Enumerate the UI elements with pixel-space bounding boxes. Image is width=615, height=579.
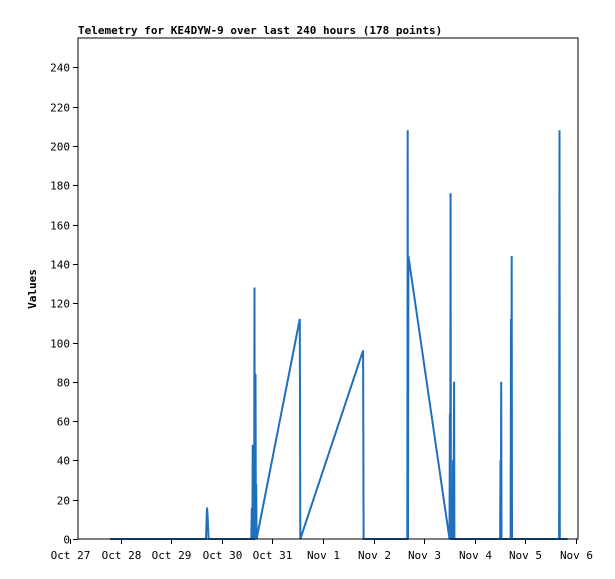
x-tick-label: Nov 1 — [307, 549, 340, 562]
y-tick-label: 60 — [57, 416, 70, 429]
x-tick-label: Oct 31 — [253, 549, 293, 562]
x-tick-label: Nov 3 — [408, 549, 441, 562]
x-tick-label: Oct 27 — [51, 549, 91, 562]
y-axis-label: Values — [26, 269, 39, 309]
x-tick-label: Oct 30 — [203, 549, 243, 562]
y-axis-ticks: 0 20 40 60 80 100 120 140 160 180 200 220 240 — [50, 62, 78, 547]
y-tick-label: 80 — [57, 377, 70, 390]
x-tick-label: Nov 5 — [509, 549, 542, 562]
y-tick-label: 0 — [63, 534, 70, 547]
y-tick-label: 40 — [57, 455, 70, 468]
y-tick-label: 120 — [50, 298, 70, 311]
y-tick-label: 200 — [50, 141, 70, 154]
x-tick-label: Oct 29 — [152, 549, 192, 562]
y-tick-label: 220 — [50, 102, 70, 115]
plot-background — [78, 38, 578, 539]
y-tick-label: 100 — [50, 338, 70, 351]
x-axis-ticks: Oct 27 Oct 28 Oct 29 Oct 30 Oct 31 Nov 1 Nov 2… — [51, 539, 593, 562]
x-tick-label: Nov 4 — [459, 549, 492, 562]
y-tick-label: 180 — [50, 180, 70, 193]
x-tick-label: Nov 2 — [358, 549, 391, 562]
y-tick-label: 160 — [50, 220, 70, 233]
x-tick-label: Nov 6 — [560, 549, 593, 562]
chart-title: Telemetry for KE4DYW-9 over last 240 hou… — [78, 24, 442, 37]
plot-frame — [77, 37, 579, 540]
x-tick-label: Oct 28 — [102, 549, 142, 562]
y-tick-label: 140 — [50, 259, 70, 272]
y-tick-label: 20 — [57, 495, 70, 508]
y-tick-label: 240 — [50, 62, 70, 75]
